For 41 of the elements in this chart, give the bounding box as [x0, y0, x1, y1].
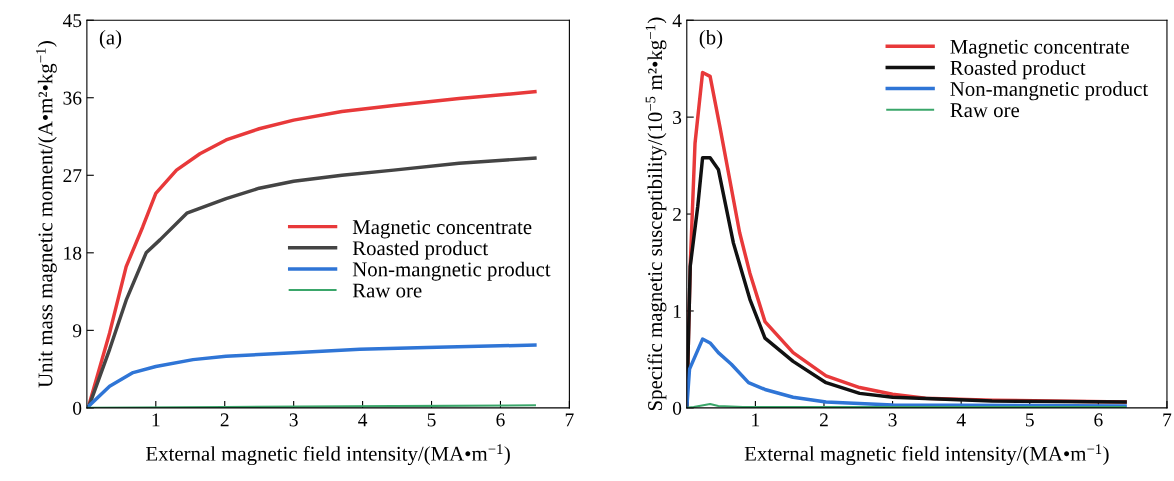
- x-tick-label: 2: [220, 413, 229, 427]
- y-axis-title: Unit mass magnetic moment/(A•m²•kg$^{−1}$): [35, 41, 57, 388]
- x-tick-label: 1: [752, 413, 760, 427]
- x-tick-label: 4: [956, 413, 966, 427]
- x-tick-label: 3: [289, 413, 298, 427]
- legend-label: Raw ore: [352, 283, 422, 298]
- y-tick-label: 9: [72, 324, 82, 338]
- legend-label: Magnetic concentrate: [352, 220, 532, 239]
- legend-label: Roasted product: [352, 240, 489, 260]
- y-tick-label: 1: [673, 304, 681, 318]
- x-tick-label: 5: [1026, 413, 1034, 427]
- y-tick-label: 2: [673, 207, 681, 221]
- x-tick-label: 6: [496, 413, 505, 427]
- x-axis-title: External magnetic field intensity/(MA•m$^{−1}$): [744, 444, 1109, 466]
- annotation: (b): [699, 29, 723, 49]
- legend-label: Magnetic concentrate: [950, 39, 1129, 59]
- legend-label: Raw ore: [950, 103, 1020, 118]
- y-tick-label: 45: [62, 14, 82, 28]
- x-tick-label: 3: [888, 413, 897, 427]
- x-tick-label: 4: [358, 413, 368, 427]
- y-tick-label: 27: [63, 169, 82, 183]
- x-tick-label: 5: [427, 413, 436, 427]
- y-tick-label: 18: [64, 246, 82, 260]
- y-tick-label: 4: [672, 14, 682, 27]
- y-axis-title: Specific magnetic susceptibility/(10$^{−5}$ m²•kg$^{−1}$): [645, 17, 667, 411]
- y-tick-label: 3: [673, 110, 682, 125]
- line-series: [686, 337, 1127, 408]
- x-tick-label: 6: [1094, 413, 1103, 427]
- y-tick-label: 0: [73, 401, 82, 415]
- legend-label: Non-mangnetic product: [950, 81, 1149, 101]
- x-tick-label: 7: [1163, 413, 1172, 427]
- x-tick-label: 1: [152, 413, 160, 427]
- y-tick-label: 36: [63, 91, 82, 105]
- y-tick-label: 0: [672, 401, 682, 415]
- x-tick-label: 7: [565, 413, 574, 427]
- x-tick-label: 2: [819, 413, 828, 427]
- legend-label: Non-mangnetic product: [352, 261, 551, 281]
- annotation: (a): [99, 29, 122, 49]
- x-axis-title: External magnetic field intensity/(MA•m$^{−1}$): [146, 444, 510, 466]
- line-series: [86, 343, 537, 408]
- legend-label: Roasted product: [950, 60, 1086, 80]
